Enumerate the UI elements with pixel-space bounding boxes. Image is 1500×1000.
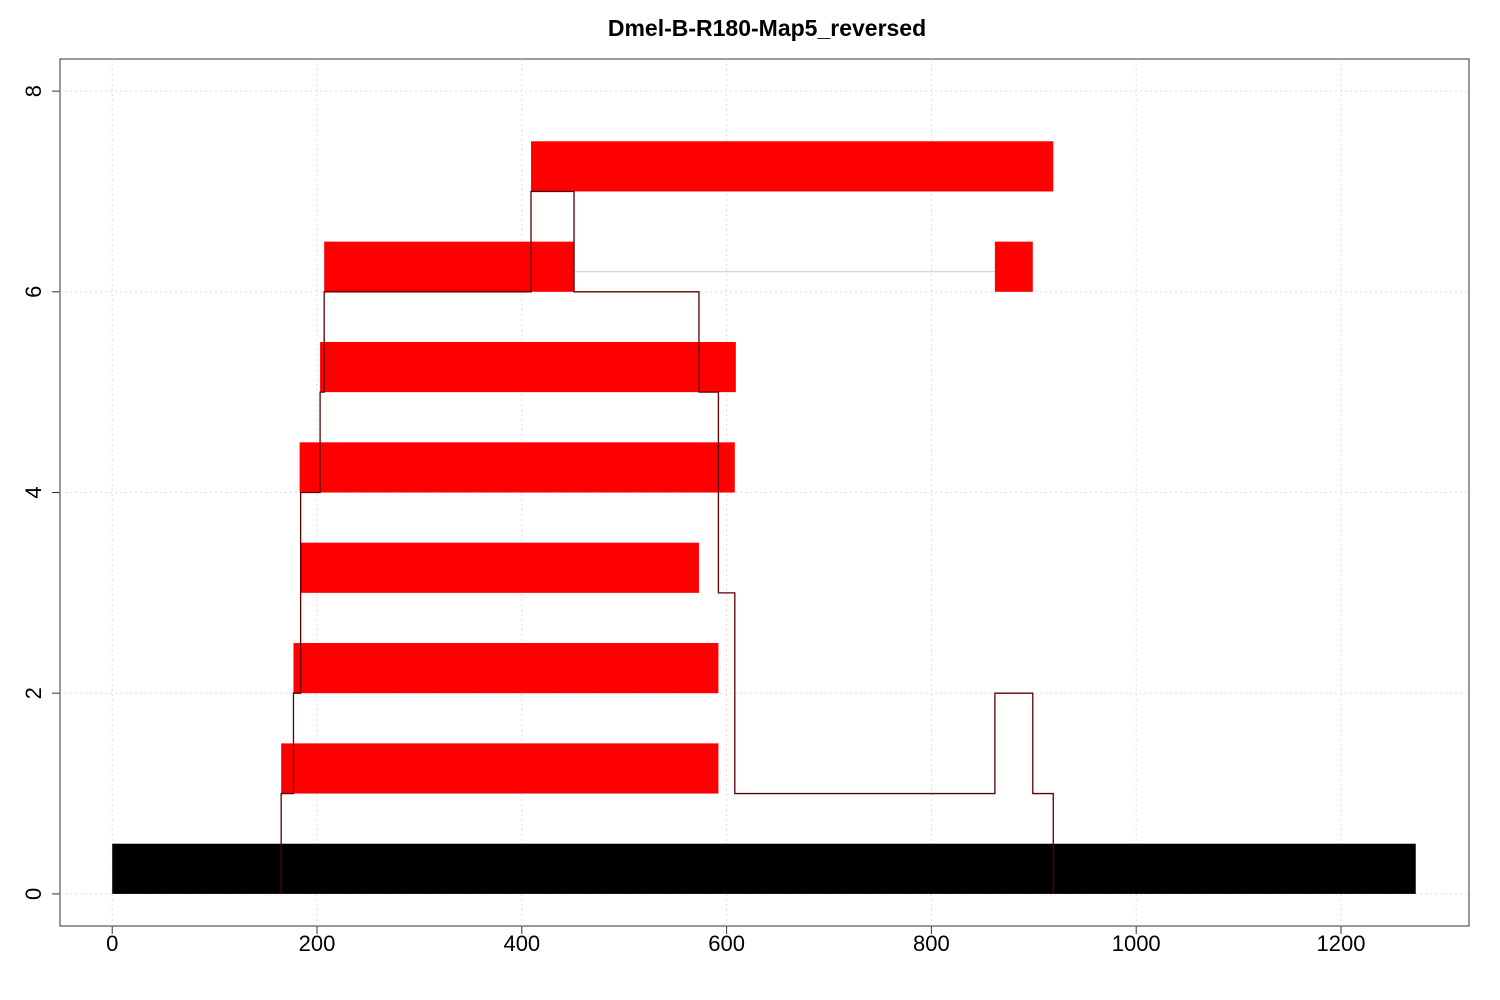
read-segment: [293, 643, 719, 694]
coverage-line: [280, 190, 1054, 894]
y-tick-label: 8: [21, 85, 46, 97]
read-segment: [994, 241, 1033, 292]
chart-title: Dmel-B-R180-Map5_reversed: [608, 15, 926, 41]
read-segment: [281, 743, 719, 794]
read-segment: [299, 442, 735, 493]
read-segment: [324, 241, 575, 292]
read-segment: [531, 141, 1054, 192]
x-tick-label: 1200: [1317, 931, 1366, 956]
x-tick-label: 600: [708, 931, 745, 956]
y-tick-label: 2: [21, 687, 46, 699]
y-tick-label: 4: [21, 486, 46, 498]
x-tick-label: 0: [106, 931, 118, 956]
x-tick-label: 200: [299, 931, 336, 956]
y-tick-label: 6: [21, 286, 46, 298]
y-tick-label: 0: [21, 888, 46, 900]
x-tick-label: 800: [913, 931, 950, 956]
x-tick-label: 400: [503, 931, 540, 956]
x-tick-label: 1000: [1112, 931, 1161, 956]
read-segment: [320, 341, 736, 393]
read-segment: [300, 542, 699, 593]
reference-bar: [112, 843, 1416, 894]
